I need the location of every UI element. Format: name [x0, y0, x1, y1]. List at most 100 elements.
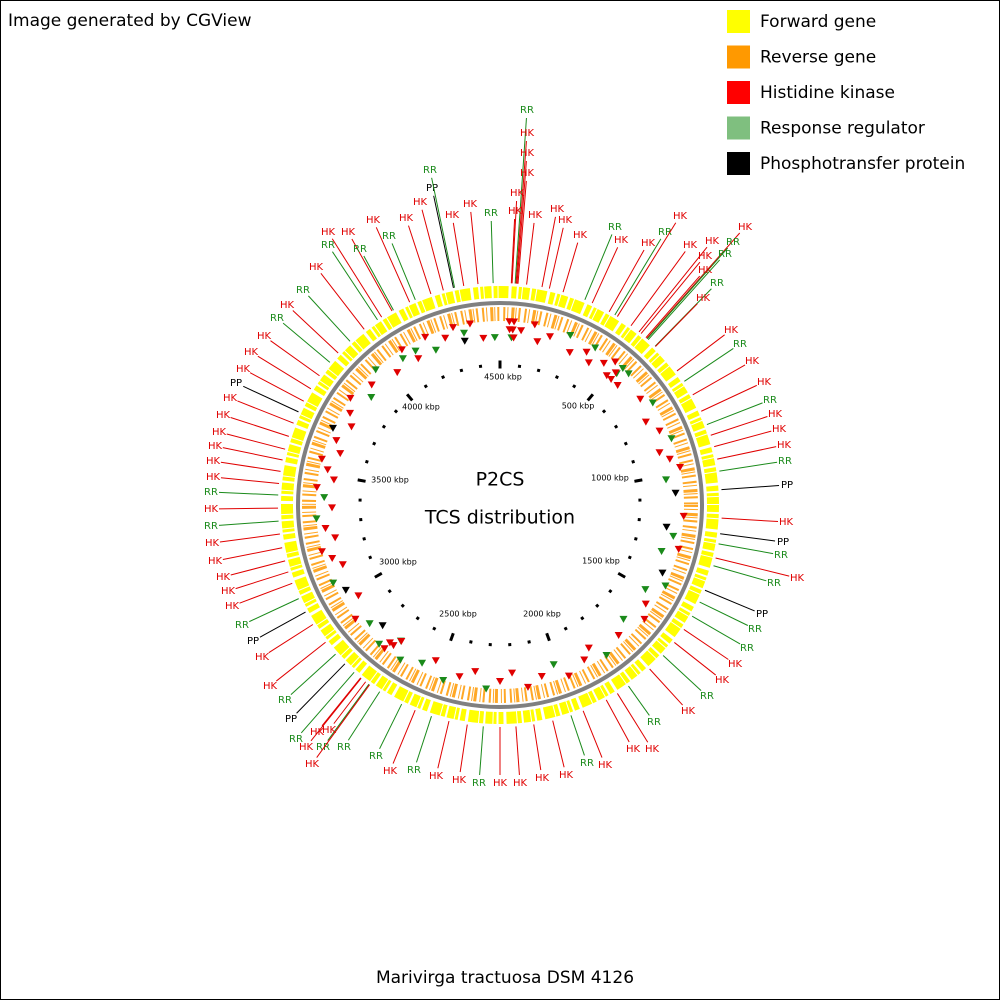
scale-tick	[586, 393, 595, 402]
feature-marker	[328, 424, 337, 432]
feature-line	[655, 303, 698, 347]
feature-label: RR	[472, 778, 486, 789]
feature-line	[646, 232, 741, 339]
feature-label: HK	[520, 148, 535, 159]
feature-marker	[321, 525, 330, 533]
feature-line	[237, 400, 294, 424]
center-subtitle: TCS distribution	[424, 507, 575, 529]
feature-marker	[566, 331, 575, 339]
footer-title: Marivirga tractuosa DSM 4126	[376, 968, 634, 988]
feature-label: HK	[452, 775, 467, 786]
scale-tick	[364, 459, 369, 464]
feature-line	[296, 663, 346, 714]
feature-line	[292, 310, 339, 354]
feature-marker	[338, 561, 347, 569]
legend-swatch	[727, 10, 750, 33]
feature-label: HK	[696, 293, 711, 304]
feature-marker	[657, 547, 666, 555]
feature-line	[713, 565, 767, 582]
feature-marker	[533, 338, 542, 346]
feature-label: HK	[528, 210, 543, 221]
feature-label: PP	[247, 636, 259, 647]
feature-label: HK	[463, 199, 478, 210]
feature-label: HK	[223, 393, 238, 404]
scale-tick	[358, 498, 362, 502]
feature-label: PP	[285, 714, 297, 725]
scale-tick	[554, 375, 559, 380]
feature-marker	[640, 615, 649, 623]
legend-label: Phosphotransfer protein	[760, 154, 965, 174]
feature-marker	[667, 435, 676, 443]
feature-line	[479, 726, 484, 776]
scale-tick	[359, 517, 363, 522]
feature-line	[316, 684, 370, 758]
legend-swatch	[727, 45, 750, 69]
feature-marker	[662, 523, 671, 531]
feature-marker	[449, 324, 458, 332]
feature-marker	[618, 364, 627, 372]
feature-marker	[471, 668, 480, 676]
feature-marker	[460, 337, 469, 345]
feature-line	[647, 259, 721, 341]
feature-label: RR	[235, 620, 249, 631]
scale-tick	[374, 571, 383, 579]
feature-marker	[658, 569, 667, 577]
feature-marker	[549, 661, 558, 669]
feature-line	[533, 724, 542, 771]
feature-marker	[397, 346, 406, 354]
scale-tick	[563, 626, 568, 631]
feature-marker	[599, 359, 608, 367]
feature-label: HK	[683, 240, 698, 251]
feature-label: HK	[225, 601, 240, 612]
feature-line	[222, 447, 283, 461]
feature-marker	[509, 334, 518, 342]
feature-label: RR	[382, 231, 396, 242]
feature-marker	[611, 369, 620, 377]
feature-line	[222, 547, 283, 560]
feature-label: HK	[255, 652, 270, 663]
feature-label: HK	[558, 215, 573, 226]
feature-label: HK	[768, 409, 783, 420]
feature-line	[391, 243, 416, 300]
scale-tick	[617, 571, 626, 579]
feature-marker	[398, 355, 407, 363]
forward-ring	[281, 286, 719, 724]
scale-tick	[631, 459, 636, 464]
feature-label: HK	[520, 168, 535, 179]
feature-line	[584, 234, 613, 301]
scale-tick	[627, 555, 632, 560]
feature-label: RR	[767, 578, 781, 589]
feature-line	[717, 446, 777, 460]
feature-label: RR	[484, 208, 498, 219]
feature-marker	[530, 321, 539, 329]
feature-marker	[441, 334, 450, 342]
feature-line	[320, 273, 365, 330]
feature-line	[431, 177, 456, 288]
feature-label: HK	[724, 325, 739, 336]
scale-tick	[441, 375, 446, 380]
feature-marker	[565, 349, 574, 357]
feature-marker	[354, 592, 363, 600]
feature-label: HK	[705, 236, 720, 247]
feature-label: RR	[748, 624, 762, 635]
feature-line	[605, 699, 630, 743]
feature-label: RR	[316, 742, 330, 753]
scale-tick	[527, 640, 531, 644]
feature-marker	[545, 333, 554, 341]
scale-tick	[508, 643, 512, 647]
feature-label: HK	[263, 681, 278, 692]
scale-tick	[372, 441, 377, 446]
feature-label: HK	[614, 235, 629, 246]
feature-label: RR	[407, 765, 421, 776]
feature-label: RR	[296, 285, 310, 296]
feature-marker	[679, 512, 688, 520]
feature-label: RR	[270, 313, 284, 324]
scale-tick	[415, 616, 420, 621]
feature-marker	[320, 494, 329, 502]
scale-tick	[368, 555, 373, 560]
feature-marker	[496, 678, 504, 685]
feature-marker	[582, 348, 591, 356]
backbone	[296, 301, 704, 709]
feature-line	[490, 220, 494, 284]
feature-label: RR	[520, 105, 534, 116]
